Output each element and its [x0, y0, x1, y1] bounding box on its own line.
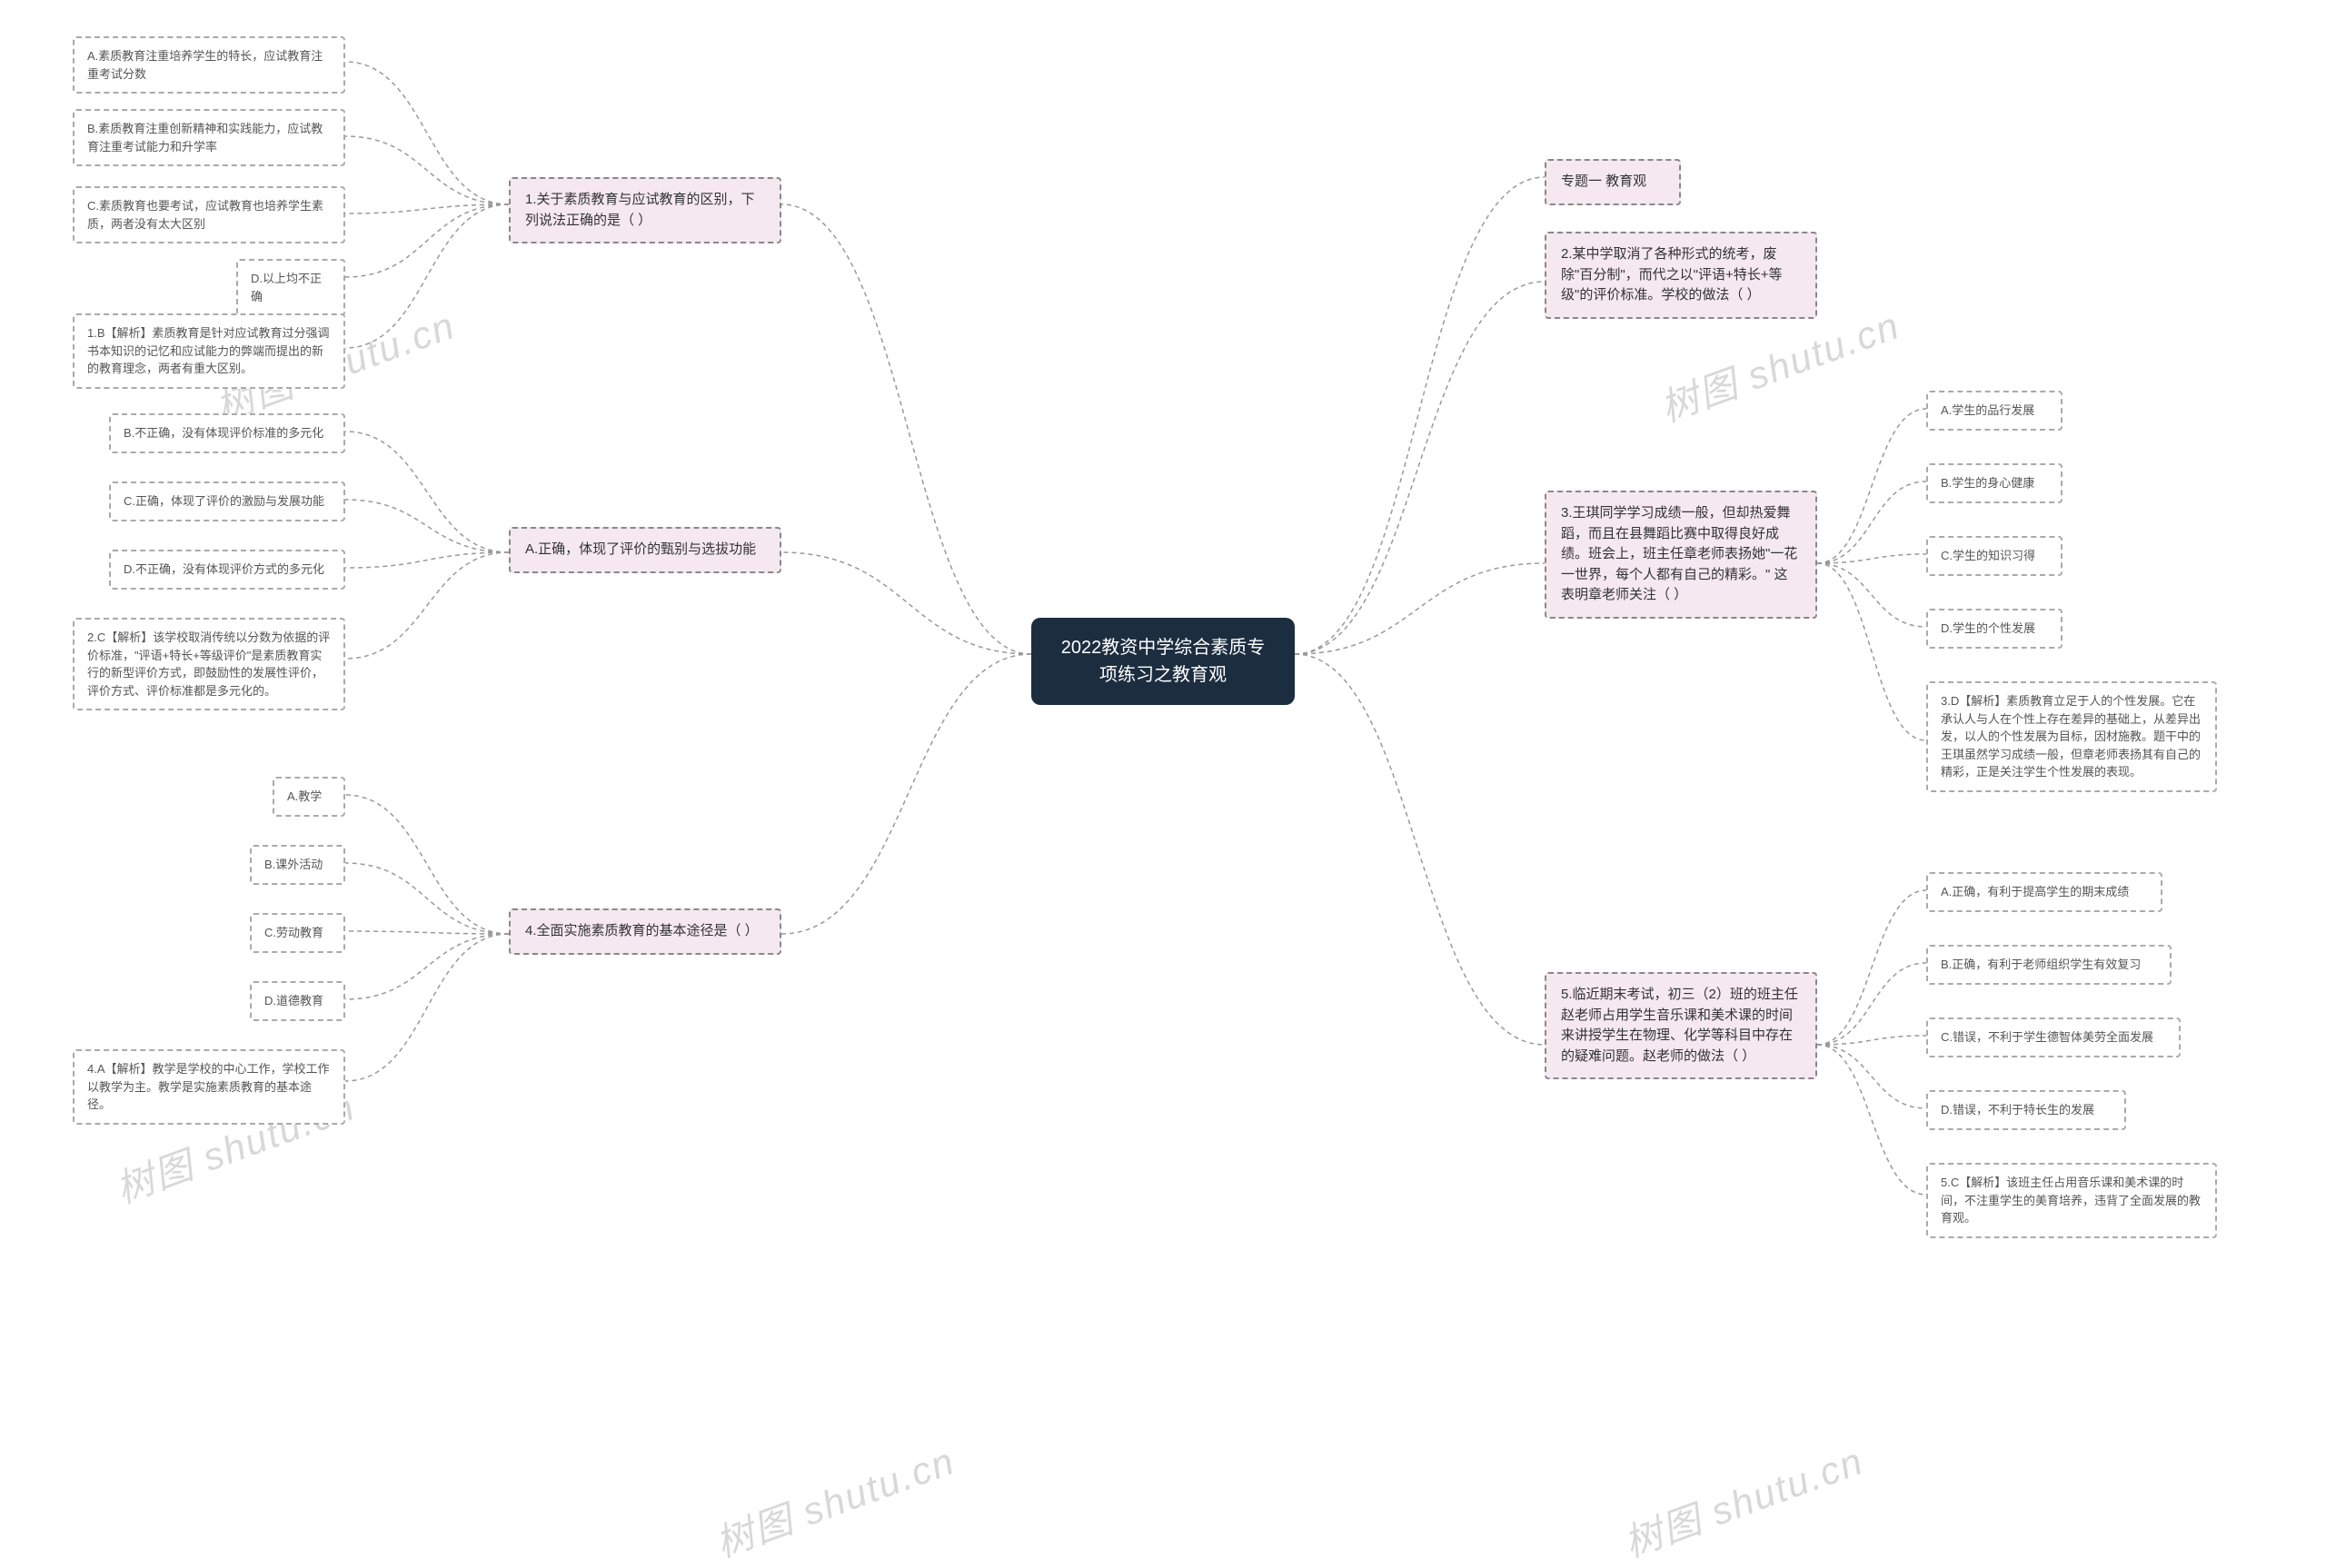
leaf-node: B.不正确，没有体现评价标准的多元化 — [109, 413, 345, 453]
leaf-node: D.学生的个性发展 — [1926, 609, 2063, 649]
branch-L1[interactable]: 1.关于素质教育与应试教育的区别，下列说法正确的是（ ） — [509, 177, 781, 243]
leaf-node: C.素质教育也要考试，应试教育也培养学生素质，两者没有太大区别 — [73, 186, 345, 243]
leaf-node: B.正确，有利于老师组织学生有效复习 — [1926, 945, 2172, 985]
branch-R3[interactable]: 3.王琪同学学习成绩一般，但却热爱舞蹈，而且在县舞蹈比赛中取得良好成绩。班会上，… — [1545, 491, 1817, 619]
leaf-node: 5.C【解析】该班主任占用音乐课和美术课的时间，不注重学生的美育培养，违背了全面… — [1926, 1163, 2217, 1238]
leaf-node: 4.A【解析】教学是学校的中心工作，学校工作以教学为主。教学是实施素质教育的基本… — [73, 1049, 345, 1125]
branch-L2[interactable]: A.正确，体现了评价的甄别与选拔功能 — [509, 527, 781, 573]
leaf-node: C.劳动教育 — [250, 913, 345, 953]
leaf-node: D.错误，不利于特长生的发展 — [1926, 1090, 2126, 1130]
leaf-node: D.道德教育 — [250, 981, 345, 1021]
center-node[interactable]: 2022教资中学综合素质专项练习之教育观 — [1031, 618, 1295, 705]
branch-R1[interactable]: 专题一 教育观 — [1545, 159, 1681, 205]
branch-R2[interactable]: 2.某中学取消了各种形式的统考，废除"百分制"，而代之以"评语+特长+等级"的评… — [1545, 232, 1817, 319]
watermark: 树图 shutu.cn — [707, 1431, 962, 1568]
leaf-node: B.素质教育注重创新精神和实践能力，应试教育注重考试能力和升学率 — [73, 109, 345, 166]
leaf-node: A.学生的品行发展 — [1926, 391, 2063, 431]
leaf-node: 1.B【解析】素质教育是针对应试教育过分强调书本知识的记忆和应试能力的弊端而提出… — [73, 313, 345, 389]
branch-R5[interactable]: 5.临近期末考试，初三（2）班的班主任赵老师占用学生音乐课和美术课的时间来讲授学… — [1545, 972, 1817, 1079]
leaf-node: C.学生的知识习得 — [1926, 536, 2063, 576]
branch-L3[interactable]: 4.全面实施素质教育的基本途径是（ ） — [509, 908, 781, 955]
leaf-node: C.正确，体现了评价的激励与发展功能 — [109, 481, 345, 521]
leaf-node: B.学生的身心健康 — [1926, 463, 2063, 503]
leaf-node: C.错误，不利于学生德智体美劳全面发展 — [1926, 1017, 2181, 1057]
leaf-node: 2.C【解析】该学校取消传统以分数为依据的评价标准，"评语+特长+等级评价"是素… — [73, 618, 345, 710]
leaf-node: D.以上均不正确 — [236, 259, 345, 316]
leaf-node: A.素质教育注重培养学生的特长，应试教育注重考试分数 — [73, 36, 345, 94]
leaf-node: 3.D【解析】素质教育立足于人的个性发展。它在承认人与人在个性上存在差异的基础上… — [1926, 681, 2217, 792]
leaf-node: D.不正确，没有体现评价方式的多元化 — [109, 550, 345, 590]
leaf-node: A.正确，有利于提高学生的期末成绩 — [1926, 872, 2162, 912]
leaf-node: A.教学 — [273, 777, 345, 817]
watermark: 树图 shutu.cn — [1615, 1431, 1871, 1568]
leaf-node: B.课外活动 — [250, 845, 345, 885]
